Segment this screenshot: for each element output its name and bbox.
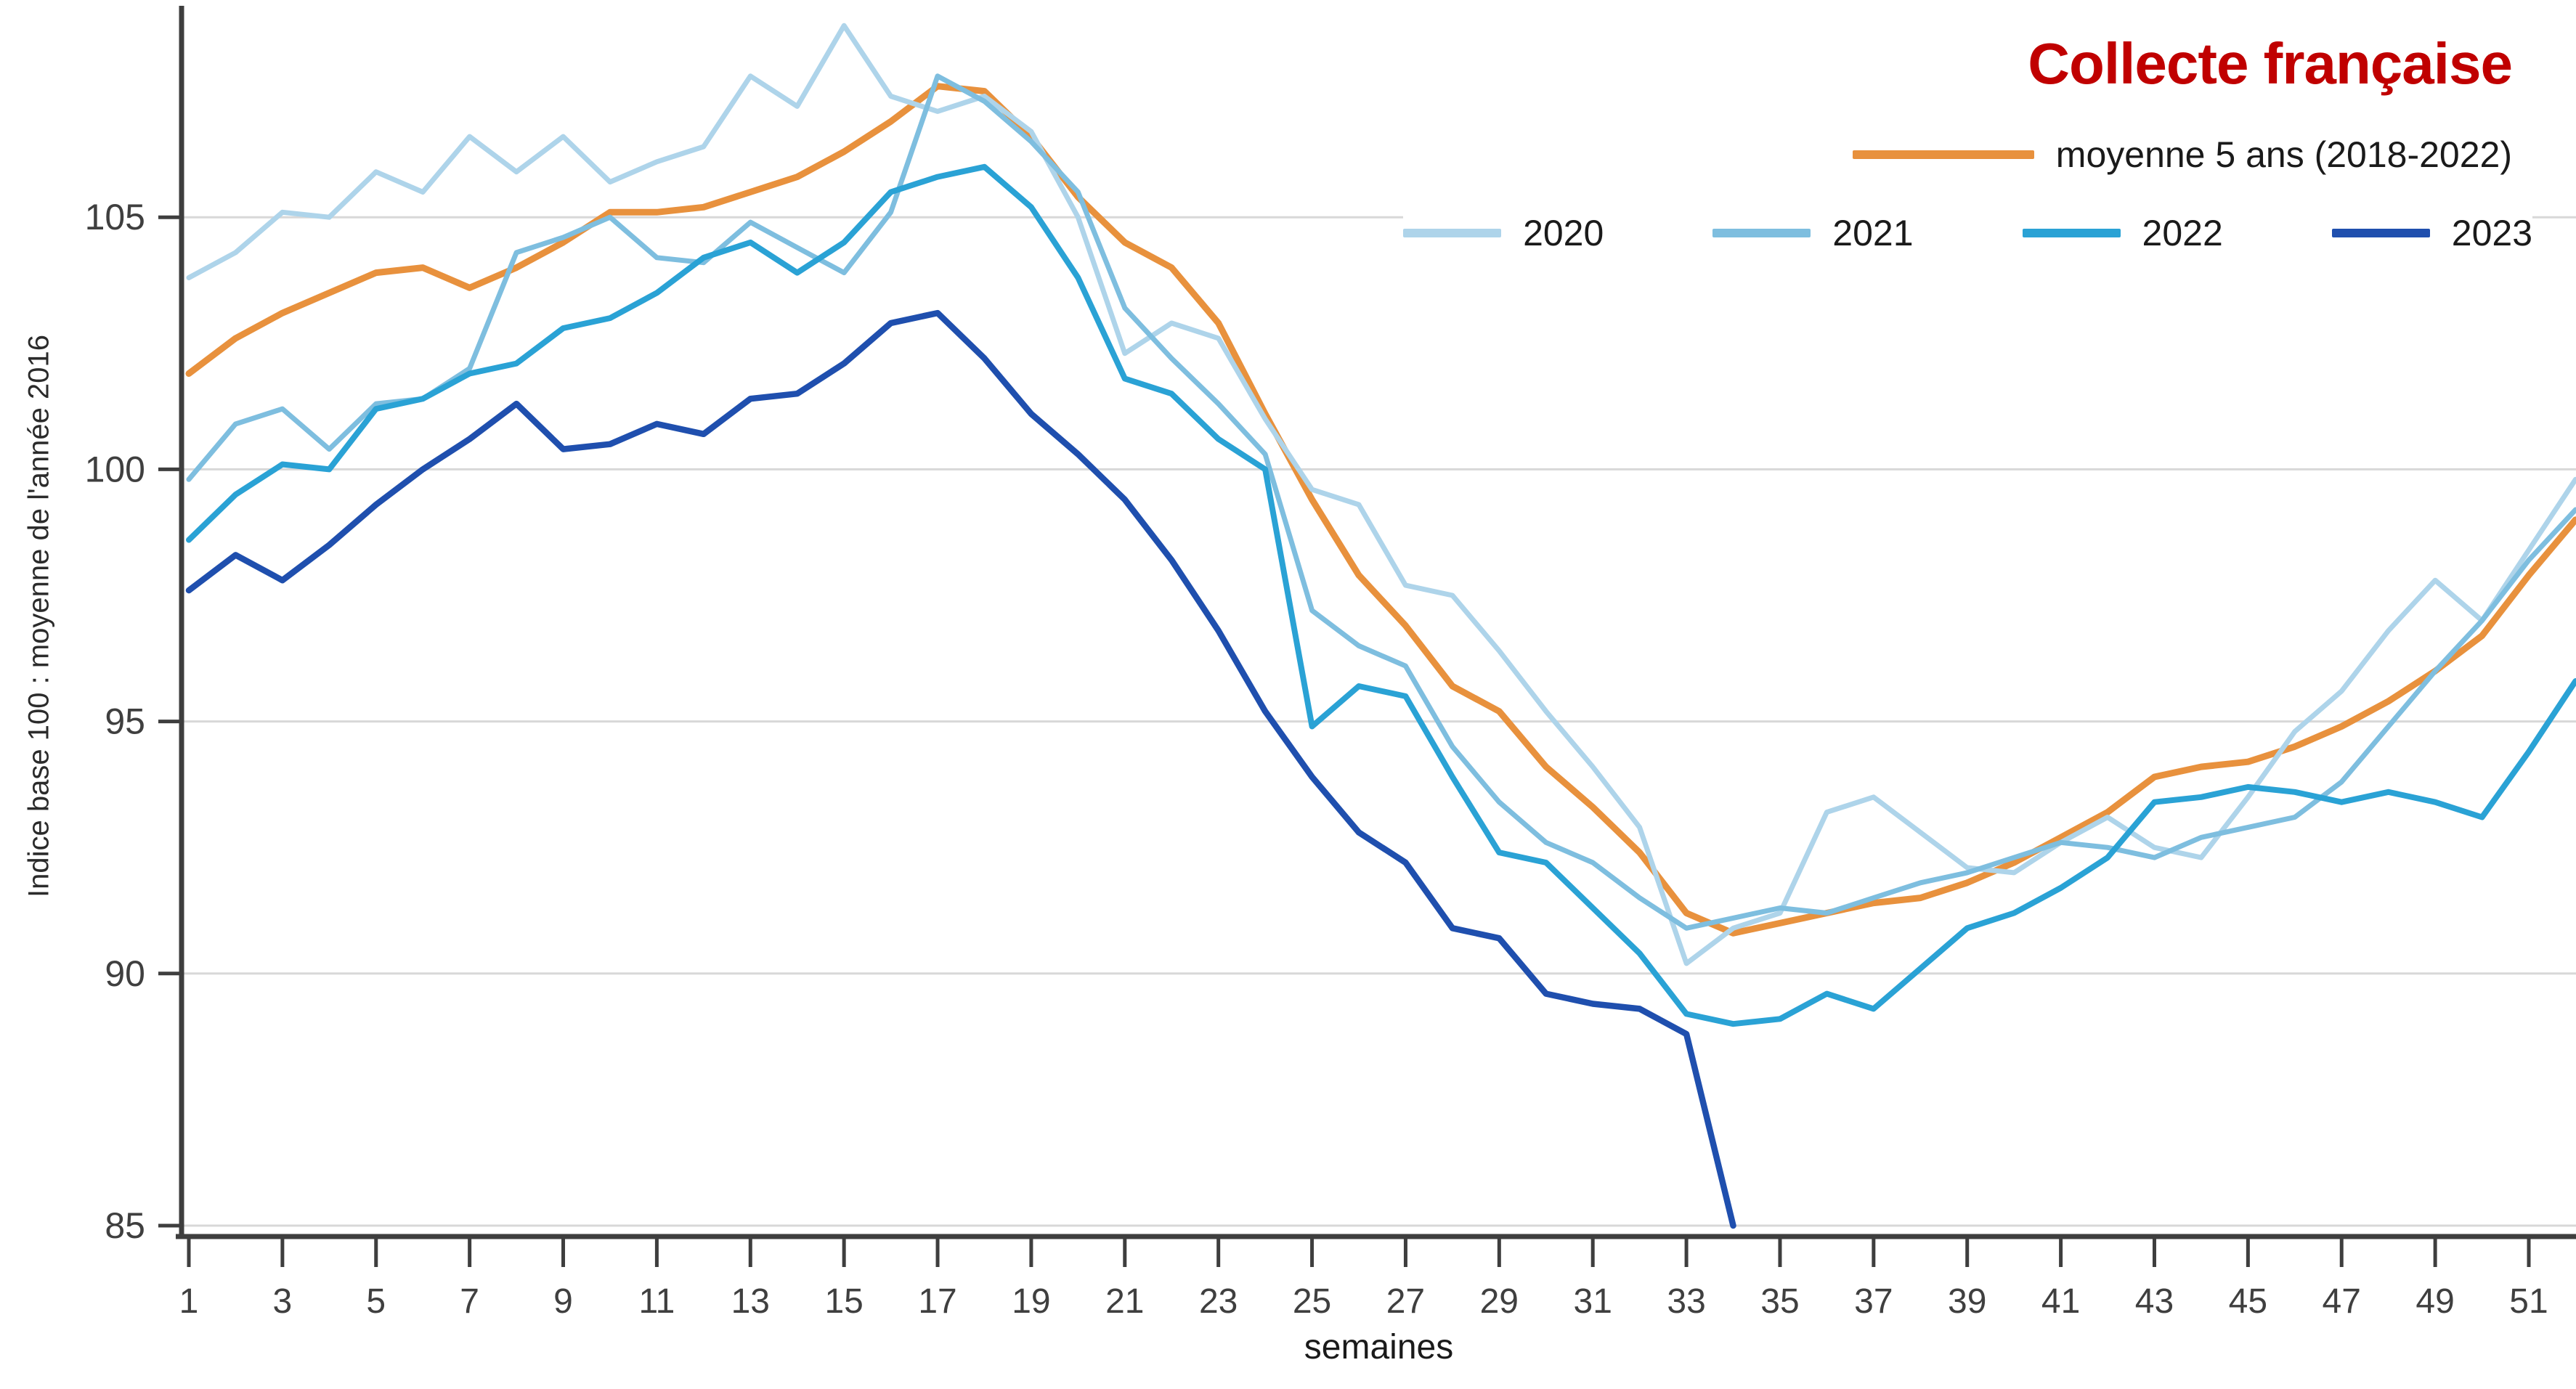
legend-label-2020: 2020	[1523, 213, 1604, 253]
legend-item-2020: 2020	[1403, 208, 1604, 258]
x-tick-label-27: 27	[1386, 1282, 1425, 1321]
x-tick-label-5: 5	[366, 1282, 386, 1321]
y-tick-label-105: 105	[85, 197, 145, 237]
x-tick-label-45: 45	[2229, 1282, 2267, 1321]
legend-label-moyenne: moyenne 5 ans (2018-2022)	[2055, 134, 2512, 175]
chart-title: Collecte française	[2028, 31, 2513, 96]
legend-label-2022: 2022	[2142, 213, 2223, 253]
x-tick-label-29: 29	[1480, 1282, 1519, 1321]
y-tick-label-95: 95	[105, 701, 145, 742]
x-tick-label-23: 23	[1199, 1282, 1238, 1321]
x-tick-label-33: 33	[1667, 1282, 1705, 1321]
x-tick-label-9: 9	[553, 1282, 573, 1321]
legend-row-average: moyenne 5 ans (2018-2022)	[1852, 129, 2512, 180]
x-tick-label-43: 43	[2135, 1282, 2174, 1321]
y-axis-title: Indice base 100 : moyenne de l'année 201…	[23, 335, 55, 897]
x-tick-label-13: 13	[731, 1282, 770, 1321]
x-tick-label-15: 15	[824, 1282, 863, 1321]
x-tick-label-37: 37	[1854, 1282, 1893, 1321]
legend-swatch-2023	[2331, 229, 2430, 237]
x-axis-title: semaines	[1304, 1328, 1454, 1366]
x-tick-label-1: 1	[179, 1282, 199, 1321]
y-tick-label-85: 85	[105, 1205, 145, 1246]
x-tick-label-47: 47	[2323, 1282, 2361, 1321]
y-tick-label-90: 90	[105, 953, 145, 994]
x-tick-label-51: 51	[2509, 1282, 2548, 1321]
series-line-2021	[186, 73, 2576, 931]
legend-swatch-2020	[1403, 229, 1502, 237]
y-tick-label-100: 100	[85, 449, 145, 489]
x-tick-label-39: 39	[1948, 1282, 1986, 1321]
legend-label-2023: 2023	[2451, 213, 2532, 253]
legend-swatch-2021	[1712, 229, 1811, 237]
legend-row-years: 2020 2021 2022 2023	[1403, 208, 2532, 258]
legend-swatch-2022	[2022, 229, 2121, 237]
x-tick-label-21: 21	[1105, 1282, 1144, 1321]
x-tick-label-17: 17	[918, 1282, 956, 1321]
x-tick-label-11: 11	[638, 1282, 675, 1321]
x-tick-label-41: 41	[2041, 1282, 2080, 1321]
series-line-2022	[186, 163, 2576, 1027]
x-tick-label-3: 3	[273, 1282, 293, 1321]
legend-swatch-moyenne	[1852, 150, 2034, 159]
series-line-2020	[186, 23, 2576, 966]
x-tick-label-7: 7	[460, 1282, 479, 1321]
legend-item-2021: 2021	[1712, 208, 1914, 258]
x-tick-label-31: 31	[1574, 1282, 1612, 1321]
x-tick-label-49: 49	[2415, 1282, 2454, 1321]
x-tick-label-19: 19	[1012, 1282, 1050, 1321]
legend-label-2021: 2021	[1832, 213, 1914, 253]
x-tick-label-35: 35	[1760, 1282, 1799, 1321]
series-line-2023	[185, 309, 1736, 1229]
x-tick-label-25: 25	[1293, 1282, 1331, 1321]
legend-item-2022: 2022	[2022, 208, 2223, 258]
legend-item-moyenne: moyenne 5 ans (2018-2022)	[1852, 129, 2512, 180]
legend-item-2023: 2023	[2331, 208, 2532, 258]
